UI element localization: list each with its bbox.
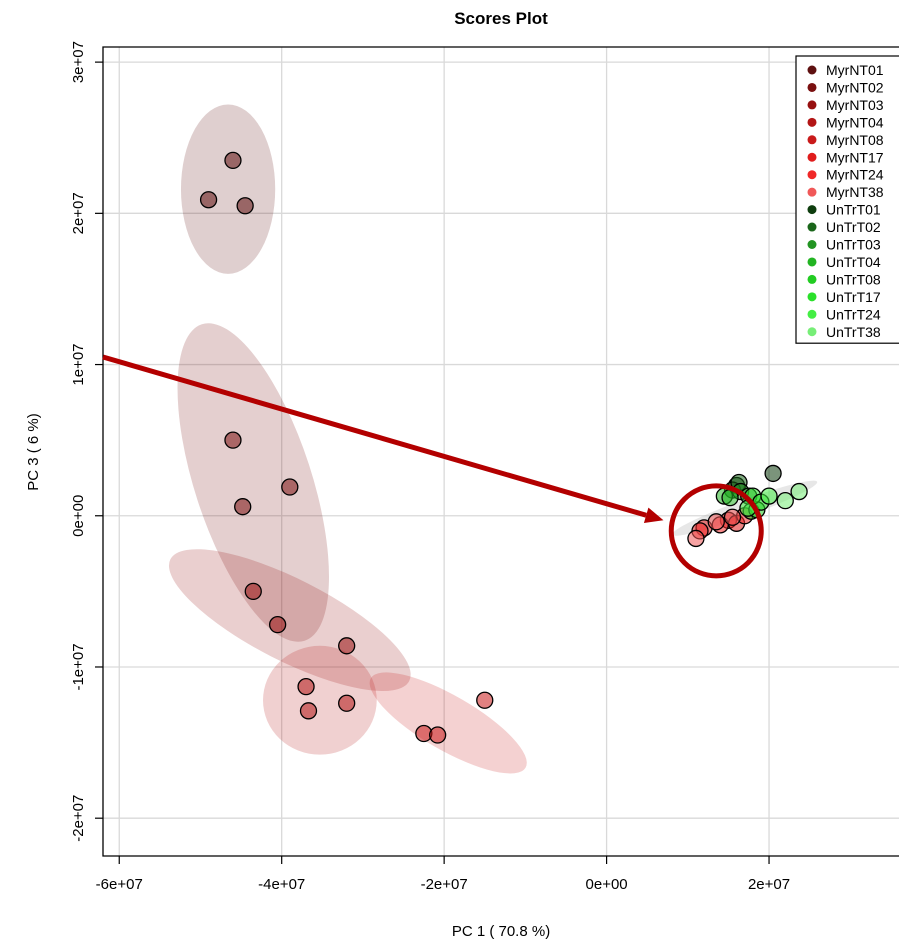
legend-label: UnTrT38 xyxy=(826,324,881,340)
data-point xyxy=(224,151,242,170)
data-point xyxy=(199,191,218,209)
data-point xyxy=(687,529,705,548)
legend-marker xyxy=(807,222,817,232)
group-ellipse xyxy=(168,549,411,691)
legend-marker xyxy=(807,117,817,127)
annotation xyxy=(102,354,764,579)
legend-marker xyxy=(807,240,817,249)
data-point xyxy=(428,726,447,744)
data-point xyxy=(297,677,315,696)
x-tick-label: -2e+07 xyxy=(421,876,468,893)
legend-label: UnTrT03 xyxy=(826,237,881,253)
legend-label: MyrNT02 xyxy=(826,79,884,95)
legend-label: UnTrT04 xyxy=(826,254,881,270)
data-point xyxy=(234,498,252,516)
legend-marker xyxy=(807,187,817,197)
group-ellipse xyxy=(177,323,329,642)
data-point xyxy=(760,487,778,505)
y-axis-title: PC 3 ( 6 %) xyxy=(25,413,42,491)
data-point xyxy=(723,508,742,526)
chart-title: Scores Plot xyxy=(454,9,548,28)
x-tick-label: -4e+07 xyxy=(258,876,305,893)
legend-label: UnTrT17 xyxy=(826,289,881,305)
legend-label: UnTrT24 xyxy=(826,306,881,322)
legend-marker xyxy=(807,257,817,267)
data-point xyxy=(790,482,808,501)
legend-marker xyxy=(807,152,817,162)
data-point xyxy=(764,464,782,483)
group-ellipse xyxy=(369,672,527,774)
y-tick-label: -1e+07 xyxy=(70,643,87,690)
y-tick-label: 3e+07 xyxy=(70,41,87,83)
data-point xyxy=(281,478,299,496)
data-point xyxy=(776,491,794,510)
x-tick-label: -6e+07 xyxy=(96,876,143,893)
legend-label: UnTrT02 xyxy=(826,219,881,235)
legend-label: MyrNT04 xyxy=(826,114,884,130)
legend-label: MyrNT38 xyxy=(826,184,884,200)
legend-marker xyxy=(807,135,817,145)
legend-label: MyrNT17 xyxy=(826,149,884,165)
gridlines xyxy=(103,47,899,856)
legend-label: MyrNT08 xyxy=(826,132,884,148)
y-tick-label: 2e+07 xyxy=(70,192,87,234)
data-point xyxy=(338,694,356,712)
y-axis: -2e+07 -1e+07 0e+00 1e+07 2e+07 3e+07 xyxy=(70,41,103,842)
legend-label: MyrNT01 xyxy=(826,62,884,78)
data-point xyxy=(224,431,242,449)
plot-frame xyxy=(102,46,899,857)
legend-label: UnTrT01 xyxy=(826,202,881,218)
legend-label: MyrNT03 xyxy=(826,97,884,113)
data-point xyxy=(707,513,725,531)
legend-marker xyxy=(807,205,817,215)
y-tick-label: 0e+00 xyxy=(70,495,87,537)
legend-label: MyrNT24 xyxy=(826,167,884,183)
annotation-circle xyxy=(668,483,764,579)
data-point xyxy=(338,637,356,655)
x-axis: -6e+07 -4e+07 -2e+07 0e+00 2e+07 xyxy=(96,856,790,893)
legend-marker xyxy=(807,170,817,180)
group-ellipse xyxy=(263,645,377,755)
data-point xyxy=(268,615,287,634)
legend-marker xyxy=(807,309,817,319)
group-ellipse xyxy=(180,104,276,274)
legend: MyrNT01MyrNT02MyrNT03MyrNT04MyrNT08MyrNT… xyxy=(795,55,899,344)
legend-marker xyxy=(807,82,817,92)
x-axis-title: PC 1 ( 70.8 %) xyxy=(452,923,550,940)
data-point xyxy=(299,702,318,720)
legend-marker xyxy=(807,327,817,337)
legend-marker xyxy=(807,274,817,284)
y-tick-label: -2e+07 xyxy=(70,795,87,842)
data-point xyxy=(244,582,262,601)
data-point xyxy=(236,197,254,215)
legend-marker xyxy=(807,100,817,110)
x-tick-label: 0e+00 xyxy=(586,876,628,893)
legend-marker xyxy=(807,65,817,75)
annotation-arrow-head xyxy=(643,507,664,523)
annotation-arrow-shaft xyxy=(102,354,647,518)
legend-marker xyxy=(807,292,817,302)
x-tick-label: 2e+07 xyxy=(748,876,790,893)
y-tick-label: 1e+07 xyxy=(70,343,87,385)
data-point xyxy=(476,691,494,709)
legend-label: UnTrT08 xyxy=(826,271,881,287)
